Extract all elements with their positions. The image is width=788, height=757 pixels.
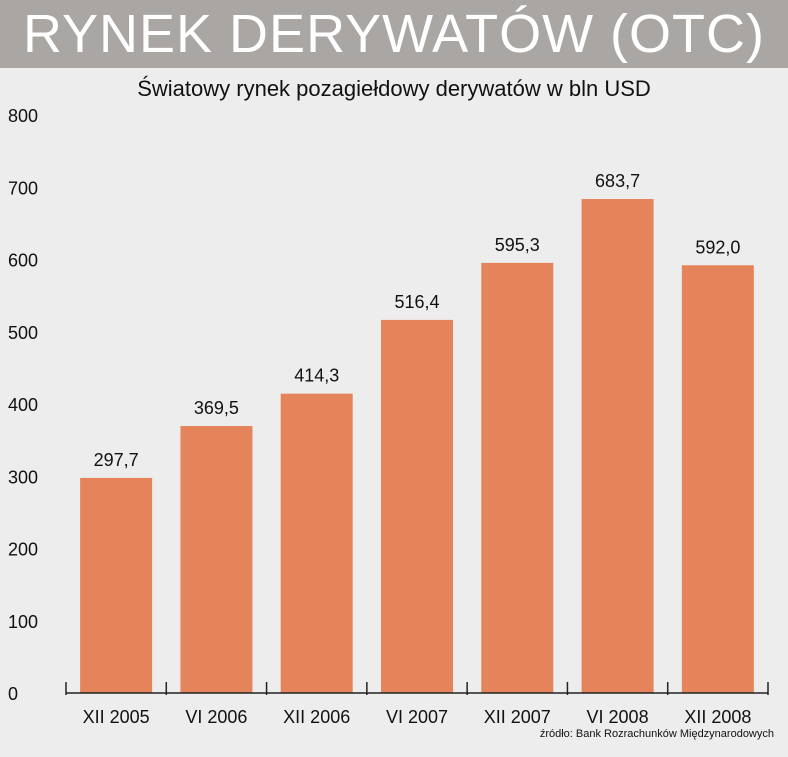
bar bbox=[280, 393, 353, 693]
bar bbox=[481, 262, 554, 693]
y-tick-label: 0 bbox=[8, 684, 18, 704]
x-tick-label: VI 2006 bbox=[185, 707, 247, 727]
x-tick-label: XII 2005 bbox=[83, 707, 150, 727]
y-tick-label: 600 bbox=[8, 251, 38, 271]
bar-value-label: 369,5 bbox=[194, 398, 239, 418]
y-tick-label: 500 bbox=[8, 323, 38, 343]
page-title: RYNEK DERYWATÓW (OTC) bbox=[22, 4, 765, 64]
y-tick-label: 400 bbox=[8, 395, 38, 415]
x-tick-label: VI 2008 bbox=[587, 707, 649, 727]
bar-value-label: 297,7 bbox=[94, 450, 139, 470]
x-tick-label: VI 2007 bbox=[386, 707, 448, 727]
bar-value-label: 683,7 bbox=[595, 171, 640, 191]
bar-value-label: 516,4 bbox=[394, 292, 439, 312]
y-tick-label: 300 bbox=[8, 467, 38, 487]
title-banner: RYNEK DERYWATÓW (OTC) bbox=[0, 0, 788, 68]
y-tick-label: 700 bbox=[8, 178, 38, 198]
bar bbox=[581, 199, 654, 694]
chart-subtitle: Światowy rynek pozagiełdowy derywatów w … bbox=[137, 76, 651, 101]
y-tick-label: 100 bbox=[8, 612, 38, 632]
x-tick-label: XII 2006 bbox=[283, 707, 350, 727]
y-tick-label: 200 bbox=[8, 540, 38, 560]
x-tick-label: XII 2008 bbox=[684, 707, 751, 727]
bar bbox=[381, 319, 453, 693]
bar-value-label: 592,0 bbox=[695, 237, 740, 257]
bar-value-label: 414,3 bbox=[294, 366, 339, 386]
bar-value-label: 595,3 bbox=[495, 235, 540, 255]
x-tick-label: XII 2007 bbox=[484, 707, 551, 727]
y-tick-label: 800 bbox=[8, 106, 38, 126]
bar bbox=[180, 426, 253, 693]
source-note: źródło: Bank Rozrachunków Międzynarodowy… bbox=[539, 728, 774, 740]
bar bbox=[681, 265, 754, 693]
bar bbox=[80, 477, 153, 693]
